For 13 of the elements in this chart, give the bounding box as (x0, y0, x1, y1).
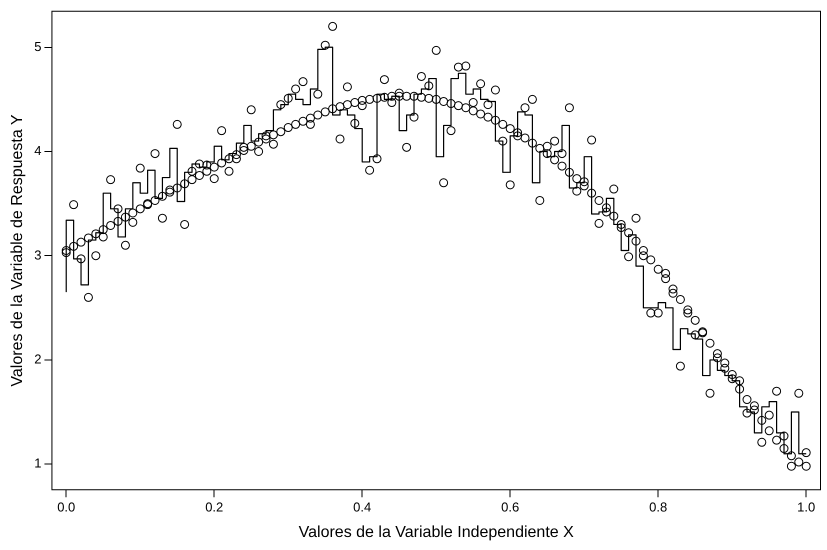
x-tick-label: 1.0 (797, 500, 816, 515)
y-tick-label: 2 (34, 352, 42, 367)
y-tick-label: 1 (34, 456, 42, 471)
x-axis-title: Valores de la Variable Independiente X (298, 524, 574, 541)
y-tick-label: 3 (34, 247, 42, 262)
y-tick-label: 5 (34, 38, 42, 54)
x-tick-label: 0.2 (205, 500, 224, 515)
y-axis-title: Valores de la Variable de Respuesta Y (9, 114, 26, 387)
x-tick-label: 0.8 (649, 500, 668, 515)
x-tick-label: 0.4 (353, 500, 372, 515)
x-tick-label: 0.0 (57, 500, 76, 515)
x-tick-label: 0.6 (501, 500, 520, 515)
y-tick-label: 4 (34, 143, 42, 158)
